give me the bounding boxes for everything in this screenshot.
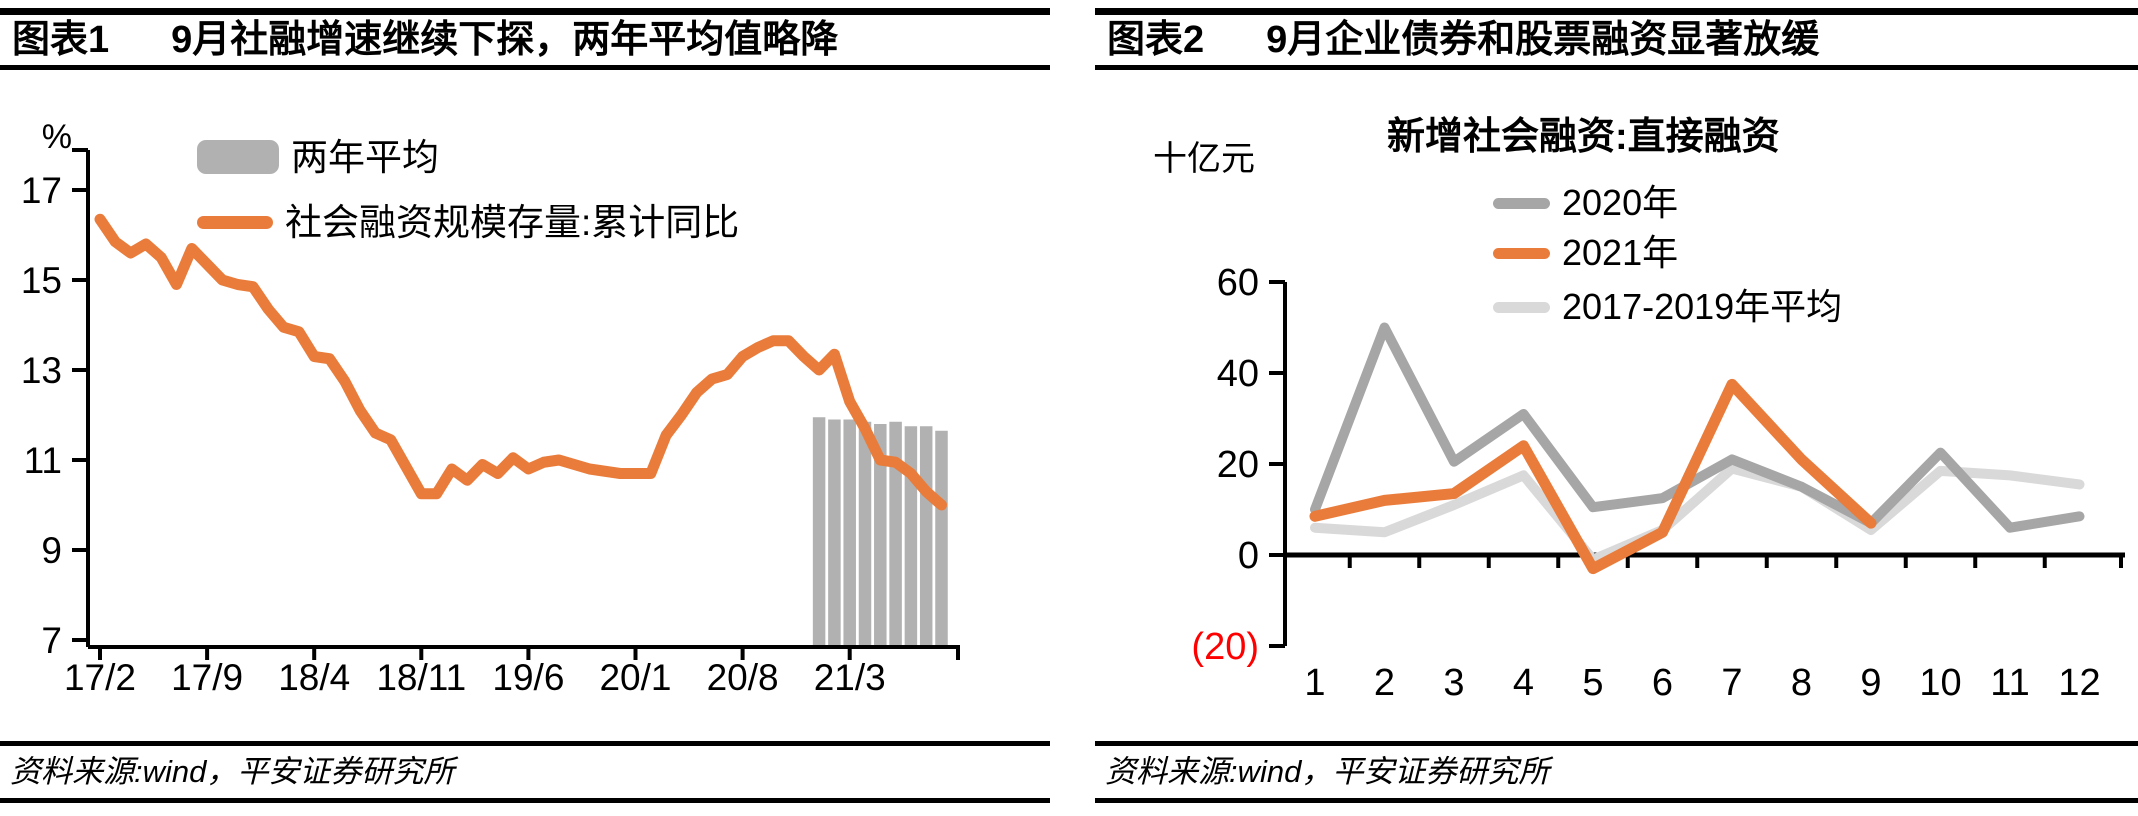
figure2-label: 图表2 [1107, 19, 1205, 61]
figure2-title: 9月企业债券和股票融资显著放缓 [1266, 19, 1820, 61]
chart1-area: 17 15 13 11 9 7% 17/2 17/9 18/4 18/11 19/6 20/1 20/8… [0, 70, 1050, 725]
legend-label: 2021年 [1562, 232, 1679, 273]
x-tick-label: 3 [1443, 662, 1464, 704]
bar [889, 421, 902, 645]
y-axis-unit-label: 十亿元 [1153, 140, 1255, 178]
x-tick-label: 1 [1304, 662, 1325, 704]
x-tick-label: 12 [2058, 662, 2100, 704]
y-tick-label: 13 [21, 350, 62, 391]
y-axis-unit-label: % [42, 118, 72, 156]
x-tick-label: 17/9 [171, 657, 243, 698]
legend-label: 2017-2019年平均 [1562, 286, 1843, 327]
figure1-title: 9月社融增速继续下探，两年平均值略降 [171, 19, 839, 61]
line-swatch-icon [197, 215, 273, 229]
x-tick-label: 21/3 [814, 657, 886, 698]
x-tick-label: 18/4 [278, 657, 350, 698]
bar [812, 417, 826, 645]
legend-item-2021: 2021年 [1493, 233, 1678, 273]
y-tick-label: 40 [1217, 353, 1259, 395]
bar [858, 421, 872, 645]
figure1-source-footer: 资料来源:wind，平安证券研究所 [0, 741, 1050, 804]
bar-swatch-icon [197, 140, 279, 174]
series-line-1 [94, 213, 947, 511]
bar [904, 426, 918, 645]
legend-item-2017-2019-avg: 2017-2019年平均 [1493, 287, 1842, 327]
y-tick-label: 20 [1217, 444, 1259, 486]
legend-item-2020: 2020年 [1493, 183, 1678, 223]
series-line-1 [1310, 322, 2085, 533]
x-tick-label: 11 [1990, 662, 2029, 704]
legend-label: 两年平均 [291, 136, 439, 178]
bar [935, 430, 948, 645]
figure2-title-bar: 图表2 9月企业债券和股票融资显著放缓 [1095, 8, 2138, 70]
figure-panel-1: 图表1 9月社融增速继续下探，两年平均值略降 17 15 13 11 9 7% 17/2 17… [0, 8, 1050, 816]
figure1-title-bar: 图表1 9月社融增速继续下探，两年平均值略降 [0, 8, 1050, 70]
series-line-2 [1309, 378, 1877, 575]
x-tick-label: 10 [1919, 662, 1961, 704]
y-tick-label: 15 [21, 260, 62, 301]
legend-label: 社会融资规模存量:累计同比 [285, 201, 740, 243]
legend-item-two-year-avg: 两年平均 [197, 137, 439, 177]
x-tick-label: 7 [1721, 662, 1742, 704]
figure1-label: 图表1 [12, 19, 110, 61]
x-tick-label: 18/11 [376, 657, 466, 698]
bar [828, 419, 841, 645]
bar [843, 419, 856, 645]
figure2-source-footer: 资料来源:wind，平安证券研究所 [1095, 741, 2138, 804]
y-tick-label: 17 [21, 170, 62, 211]
chart2-inner-title: 新增社会融资:直接融资 [1387, 116, 1780, 158]
line-swatch-icon [1493, 247, 1550, 259]
y-tick-label: 0 [1238, 535, 1259, 577]
source-text: 资料来源:wind，平安证券研究所 [10, 754, 455, 789]
x-tick-label: 5 [1582, 662, 1603, 704]
x-tick-label: 17/2 [64, 657, 136, 698]
x-tick-label: 9 [1860, 662, 1881, 704]
legend-item-tsf-stock-yoy: 社会融资规模存量:累计同比 [197, 202, 739, 242]
y-tick-label: (20) [1191, 626, 1259, 668]
x-tick-label: 6 [1652, 662, 1673, 704]
line-swatch-icon [1493, 197, 1550, 209]
source-text: 资料来源:wind，平安证券研究所 [1105, 754, 1550, 789]
y-tick-label: 9 [41, 530, 62, 571]
chart1-canvas: 17 15 13 11 9 7% 17/2 17/9 18/4 18/11 19/6 20/1 20/8… [21, 118, 960, 698]
line-swatch-icon [1493, 301, 1550, 313]
x-tick-label: 19/6 [492, 657, 564, 698]
y-tick-label: 7 [41, 620, 62, 661]
x-tick-label: 4 [1513, 662, 1534, 704]
bar [919, 426, 933, 645]
y-tick-label: 11 [24, 440, 62, 481]
x-tick-label: 20/8 [707, 657, 779, 698]
figure-panel-2: 图表2 9月企业债券和股票融资显著放缓 60 40 20 0 (20) 1 2 3 4 5 6 7 8 9… [1095, 8, 2138, 816]
y-tick-label: 60 [1217, 262, 1259, 304]
x-tick-label: 2 [1374, 662, 1395, 704]
x-tick-label: 20/1 [599, 657, 671, 698]
chart2-area: 60 40 20 0 (20) 1 2 3 4 5 6 7 8 9 10 11 12 十亿元 新增社会融资:直接… [1095, 70, 2138, 725]
legend-label: 2020年 [1562, 182, 1679, 223]
bar [874, 424, 887, 645]
x-tick-label: 8 [1791, 662, 1812, 704]
